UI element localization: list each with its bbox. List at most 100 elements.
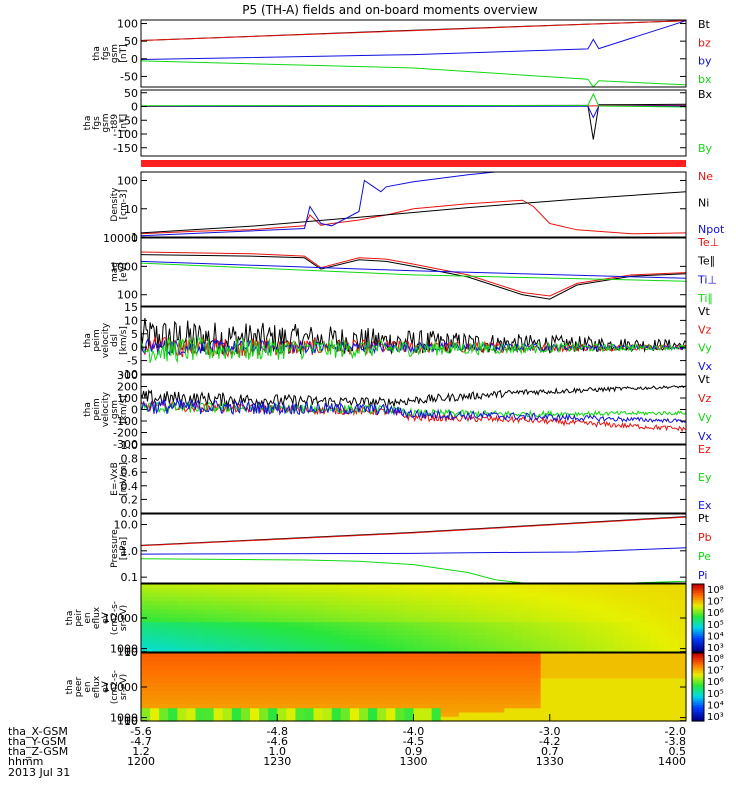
spectrogram-cell (667, 643, 678, 649)
spectrogram-cell (395, 596, 406, 602)
spectrogram-cell (667, 699, 678, 705)
spectrogram-cell (231, 584, 242, 589)
spectrogram-cell (486, 605, 496, 611)
spectrogram-cell (504, 704, 515, 709)
spectrogram-cell (250, 609, 260, 615)
spectrogram-cell (204, 687, 215, 692)
spectrogram-cell (150, 618, 160, 623)
spectrogram-cell (477, 691, 487, 697)
spectrogram-cell (349, 592, 360, 598)
spectrogram-cell (204, 643, 215, 649)
spectrogram-cell (340, 708, 351, 714)
spectrogram-cell (259, 682, 269, 688)
spectrogram-cell (549, 691, 560, 697)
spectrogram-cell (349, 626, 360, 632)
spectrogram-cell (322, 670, 333, 675)
spectrogram-cell (458, 618, 469, 623)
spectrogram-cell (250, 670, 260, 675)
spectrogram-cell (268, 691, 278, 697)
spectrogram-cell (240, 691, 251, 697)
spectrogram-cell (431, 588, 442, 594)
spectrogram-cell (304, 653, 315, 658)
spectrogram-cell (150, 704, 160, 709)
spectrogram-cell (268, 665, 278, 671)
spectrogram-cell (676, 657, 687, 663)
spectrogram-cell (231, 609, 242, 615)
spectrogram-cell (513, 618, 524, 623)
colorbar-cell (692, 659, 704, 663)
spectrogram-cell (531, 691, 542, 697)
spectrogram-cell (458, 670, 469, 675)
spectrogram-cell (395, 613, 406, 619)
spectrogram-cell (649, 635, 660, 640)
spectrogram-cell (577, 601, 587, 606)
spectrogram-cell (504, 588, 515, 594)
spectrogram-cell (513, 584, 524, 589)
spectrogram-cell (404, 613, 415, 619)
colorbar-cell (692, 680, 704, 684)
spectrogram-cell (595, 635, 605, 640)
y-axis-label-line: [mV/m] (119, 462, 129, 496)
spectrogram-cell (195, 699, 206, 705)
spectrogram-cell (195, 647, 206, 653)
spectrogram-cell (540, 691, 551, 697)
spectrogram-cell (549, 682, 560, 688)
spectrogram-cell (295, 643, 306, 649)
y-tick-label: 0 (131, 341, 138, 354)
spectrogram-cell (513, 605, 524, 611)
spectrogram-cell (159, 643, 169, 649)
spectrogram-cell (504, 699, 515, 705)
y-tick-label: -50 (120, 70, 138, 83)
spectrogram-cell (322, 639, 333, 645)
spectrogram-cell (240, 653, 251, 658)
spectrogram-cell (177, 584, 188, 589)
spectrogram-cell (359, 682, 369, 688)
spectrogram-cell (640, 643, 651, 649)
spectrogram-cell (567, 665, 578, 671)
spectrogram-cell (349, 643, 360, 649)
spectrogram-cell (322, 665, 333, 671)
spectrogram-cell (422, 605, 433, 611)
spectrogram-cell (658, 670, 669, 675)
spectrogram-cell (186, 635, 197, 640)
spectrogram-cell (577, 630, 587, 636)
spectrogram-cell (259, 613, 269, 619)
spectrogram-cell (640, 695, 651, 701)
spectrogram-cell (486, 613, 496, 619)
legend-entry: Pe (698, 550, 711, 563)
spectrogram-cell (604, 618, 614, 623)
spectrogram-cell (676, 622, 687, 628)
spectrogram-cell (440, 661, 451, 667)
spectrogram-cell (413, 605, 424, 611)
spectrogram-cell (204, 708, 215, 714)
spectrogram-cell (440, 613, 451, 619)
spectrogram-cell (604, 635, 614, 640)
spectrogram-cell (395, 630, 406, 636)
spectrogram-cell (558, 691, 569, 697)
y-axis-label-line: [nT] (119, 114, 129, 132)
spectrogram-cell (322, 647, 333, 653)
spectrogram-cell (422, 584, 433, 589)
spectrogram-cell (349, 687, 360, 692)
spectrogram-cell (359, 704, 369, 709)
spectrogram-cell (168, 695, 178, 701)
spectrogram-cell (322, 626, 333, 632)
spectrogram-cell (468, 678, 478, 684)
spectrogram-cell (449, 639, 460, 645)
spectrogram-cell (395, 657, 406, 663)
spectrogram-cell (168, 596, 178, 602)
spectrogram-cell (240, 670, 251, 675)
spectrogram-cell (595, 665, 605, 671)
spectrogram-cell (431, 674, 442, 680)
colorbar-cell (692, 649, 704, 653)
y-axis-label-line: (cm2-s- (110, 670, 120, 704)
spectrogram-cell (195, 682, 206, 688)
spectrogram-cell (495, 653, 505, 658)
spectrogram-cell (431, 639, 442, 645)
spectrogram-cell (322, 605, 333, 611)
spectrogram-cell (604, 708, 614, 714)
spectrogram-cell (649, 682, 660, 688)
spectrogram-cell (404, 708, 415, 714)
spectrogram-cell (649, 609, 660, 615)
